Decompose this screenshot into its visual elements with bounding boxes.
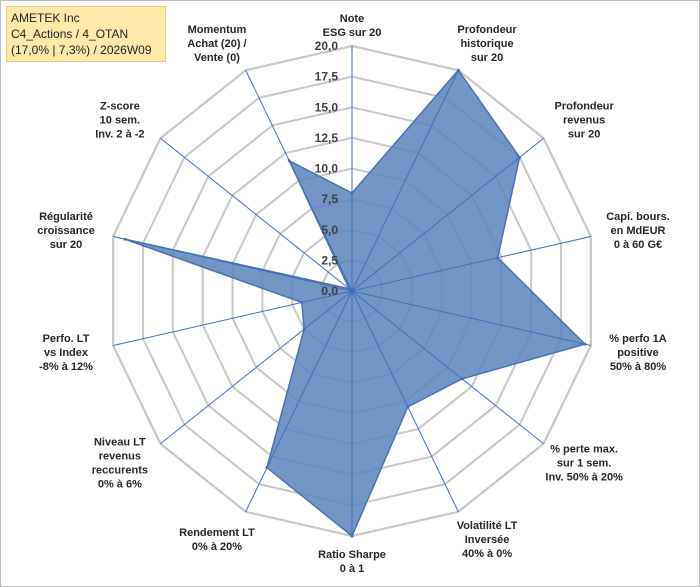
axis-label-line: 0 à 60 G€ <box>614 239 662 251</box>
axis-label-layer: Note ESG sur 20 Profondeur historique sur 20… <box>37 13 670 575</box>
axis-label-line: sur 20 <box>471 52 503 64</box>
axis-label: Régularité croissance sur 20 <box>37 211 94 251</box>
axis-label: Capi. bours. en MdEUR 0 à 60 G€ <box>606 211 670 251</box>
axis-label-line: revenus <box>99 450 141 462</box>
axis-label-line: Note <box>340 13 364 25</box>
axis-label-line: en MdEUR <box>611 225 666 237</box>
tick-label: 2,5 <box>321 253 338 267</box>
axis-label-line: reccurents <box>92 464 148 476</box>
tick-label: 5,0 <box>321 223 338 237</box>
axis-label-line: vs Index <box>44 347 89 359</box>
axis-spoke <box>351 70 459 292</box>
tick-label: 12,5 <box>315 131 339 145</box>
axis-label-line: 10 sem. <box>100 115 140 127</box>
axis-label-line: 50% à 80% <box>610 361 666 373</box>
performance-line: (17,0% | 7,3%) / 2026W09 <box>11 43 152 57</box>
chart-title-box: AMETEK Inc C4_Actions / 4_OTAN (17,0% | … <box>6 6 166 62</box>
axis-label-line: sur 20 <box>50 239 82 251</box>
tick-label: 7,5 <box>321 192 338 206</box>
axis-label-line: Perfo. LT <box>43 333 90 345</box>
axis-spoke <box>351 290 591 347</box>
tick-label: 10,0 <box>315 162 339 176</box>
axis-label-line: 0 à 1 <box>340 563 364 575</box>
axis-label: Volatilité LT Inversée 40% à 0% <box>457 520 518 560</box>
axis-spoke <box>113 290 353 347</box>
axis-label-line: Capi. bours. <box>606 211 670 223</box>
axis-label: Ratio Sharpe 0 à 1 <box>318 549 386 575</box>
axis-label-line: Inversée <box>465 534 510 546</box>
axis-label: Z-score 10 sem. Inv. 2 à -2 <box>95 101 144 141</box>
axis-label-line: Niveau LT <box>94 436 146 448</box>
axis-spoke <box>351 290 459 512</box>
category-line: C4_Actions / 4_OTAN <box>11 27 129 41</box>
axis-spoke <box>351 137 544 292</box>
axis-label-line: 0% à 6% <box>98 478 142 490</box>
axis-label-line: 40% à 0% <box>462 548 512 560</box>
axis-label-line: Momentum <box>188 24 247 36</box>
axis-spoke <box>160 290 353 445</box>
axis-label-line: historique <box>460 38 513 50</box>
axis-label: Note ESG sur 20 <box>323 13 382 39</box>
axis-spoke <box>351 235 591 292</box>
axis-label-line: Rendement LT <box>179 527 255 539</box>
axis-spoke <box>113 235 353 292</box>
tick-label: 15,0 <box>315 100 339 114</box>
axis-label-line: revenus <box>563 115 605 127</box>
axis-label: Profondeur revenus sur 20 <box>554 101 614 141</box>
axis-label-line: croissance <box>37 225 94 237</box>
axis-label-line: Achat (20) / <box>187 38 246 50</box>
axis-spoke <box>245 70 353 292</box>
tick-label: 20,0 <box>315 39 339 53</box>
axis-label-line: Z-score <box>100 101 140 113</box>
axis-label-line: Profondeur <box>457 24 517 36</box>
axis-label: Perfo. LT vs Index -8% à 12% <box>39 333 93 373</box>
tick-layer: 0,0 2,5 5,0 7,5 10,0 12,5 15,0 17,5 20,0 <box>315 39 339 298</box>
axis-label-line: ESG sur 20 <box>323 27 382 39</box>
spoke-layer <box>113 46 591 536</box>
axis-label-line: sur 20 <box>568 129 600 141</box>
axis-label: % perfo 1A positive 50% à 80% <box>609 333 667 373</box>
axis-spoke <box>351 290 544 445</box>
axis-label-line: Volatilité LT <box>457 520 518 532</box>
axis-label-line: 0% à 20% <box>192 541 242 553</box>
axis-spoke <box>160 137 353 292</box>
axis-label-line: % perte max. <box>550 443 618 455</box>
axis-label-line: sur 1 sem. <box>557 457 611 469</box>
axis-label-line: Profondeur <box>554 101 614 113</box>
axis-label-line: -8% à 12% <box>39 361 93 373</box>
axis-label-line: % perfo 1A <box>609 333 667 345</box>
axis-label-line: Inv. 2 à -2 <box>95 129 144 141</box>
axis-label: Niveau LT revenus reccurents 0% à 6% <box>92 436 148 490</box>
axis-label-line: Ratio Sharpe <box>318 549 386 561</box>
axis-label: Profondeur historique sur 20 <box>457 24 517 64</box>
axis-label: Momentum Achat (20) / Vente (0) <box>187 24 246 64</box>
tick-label: 17,5 <box>315 70 339 84</box>
axis-label-line: Inv. 50% à 20% <box>545 471 623 483</box>
axis-label: Rendement LT 0% à 20% <box>179 527 255 553</box>
stock-name: AMETEK Inc <box>11 11 80 25</box>
tick-label: 0,0 <box>321 284 338 298</box>
axis-spoke <box>245 290 353 512</box>
axis-label: % perte max. sur 1 sem. Inv. 50% à 20% <box>545 443 623 483</box>
axis-label-line: Vente (0) <box>194 52 240 64</box>
axis-label-line: Régularité <box>39 211 93 223</box>
axis-label-line: positive <box>617 347 659 359</box>
